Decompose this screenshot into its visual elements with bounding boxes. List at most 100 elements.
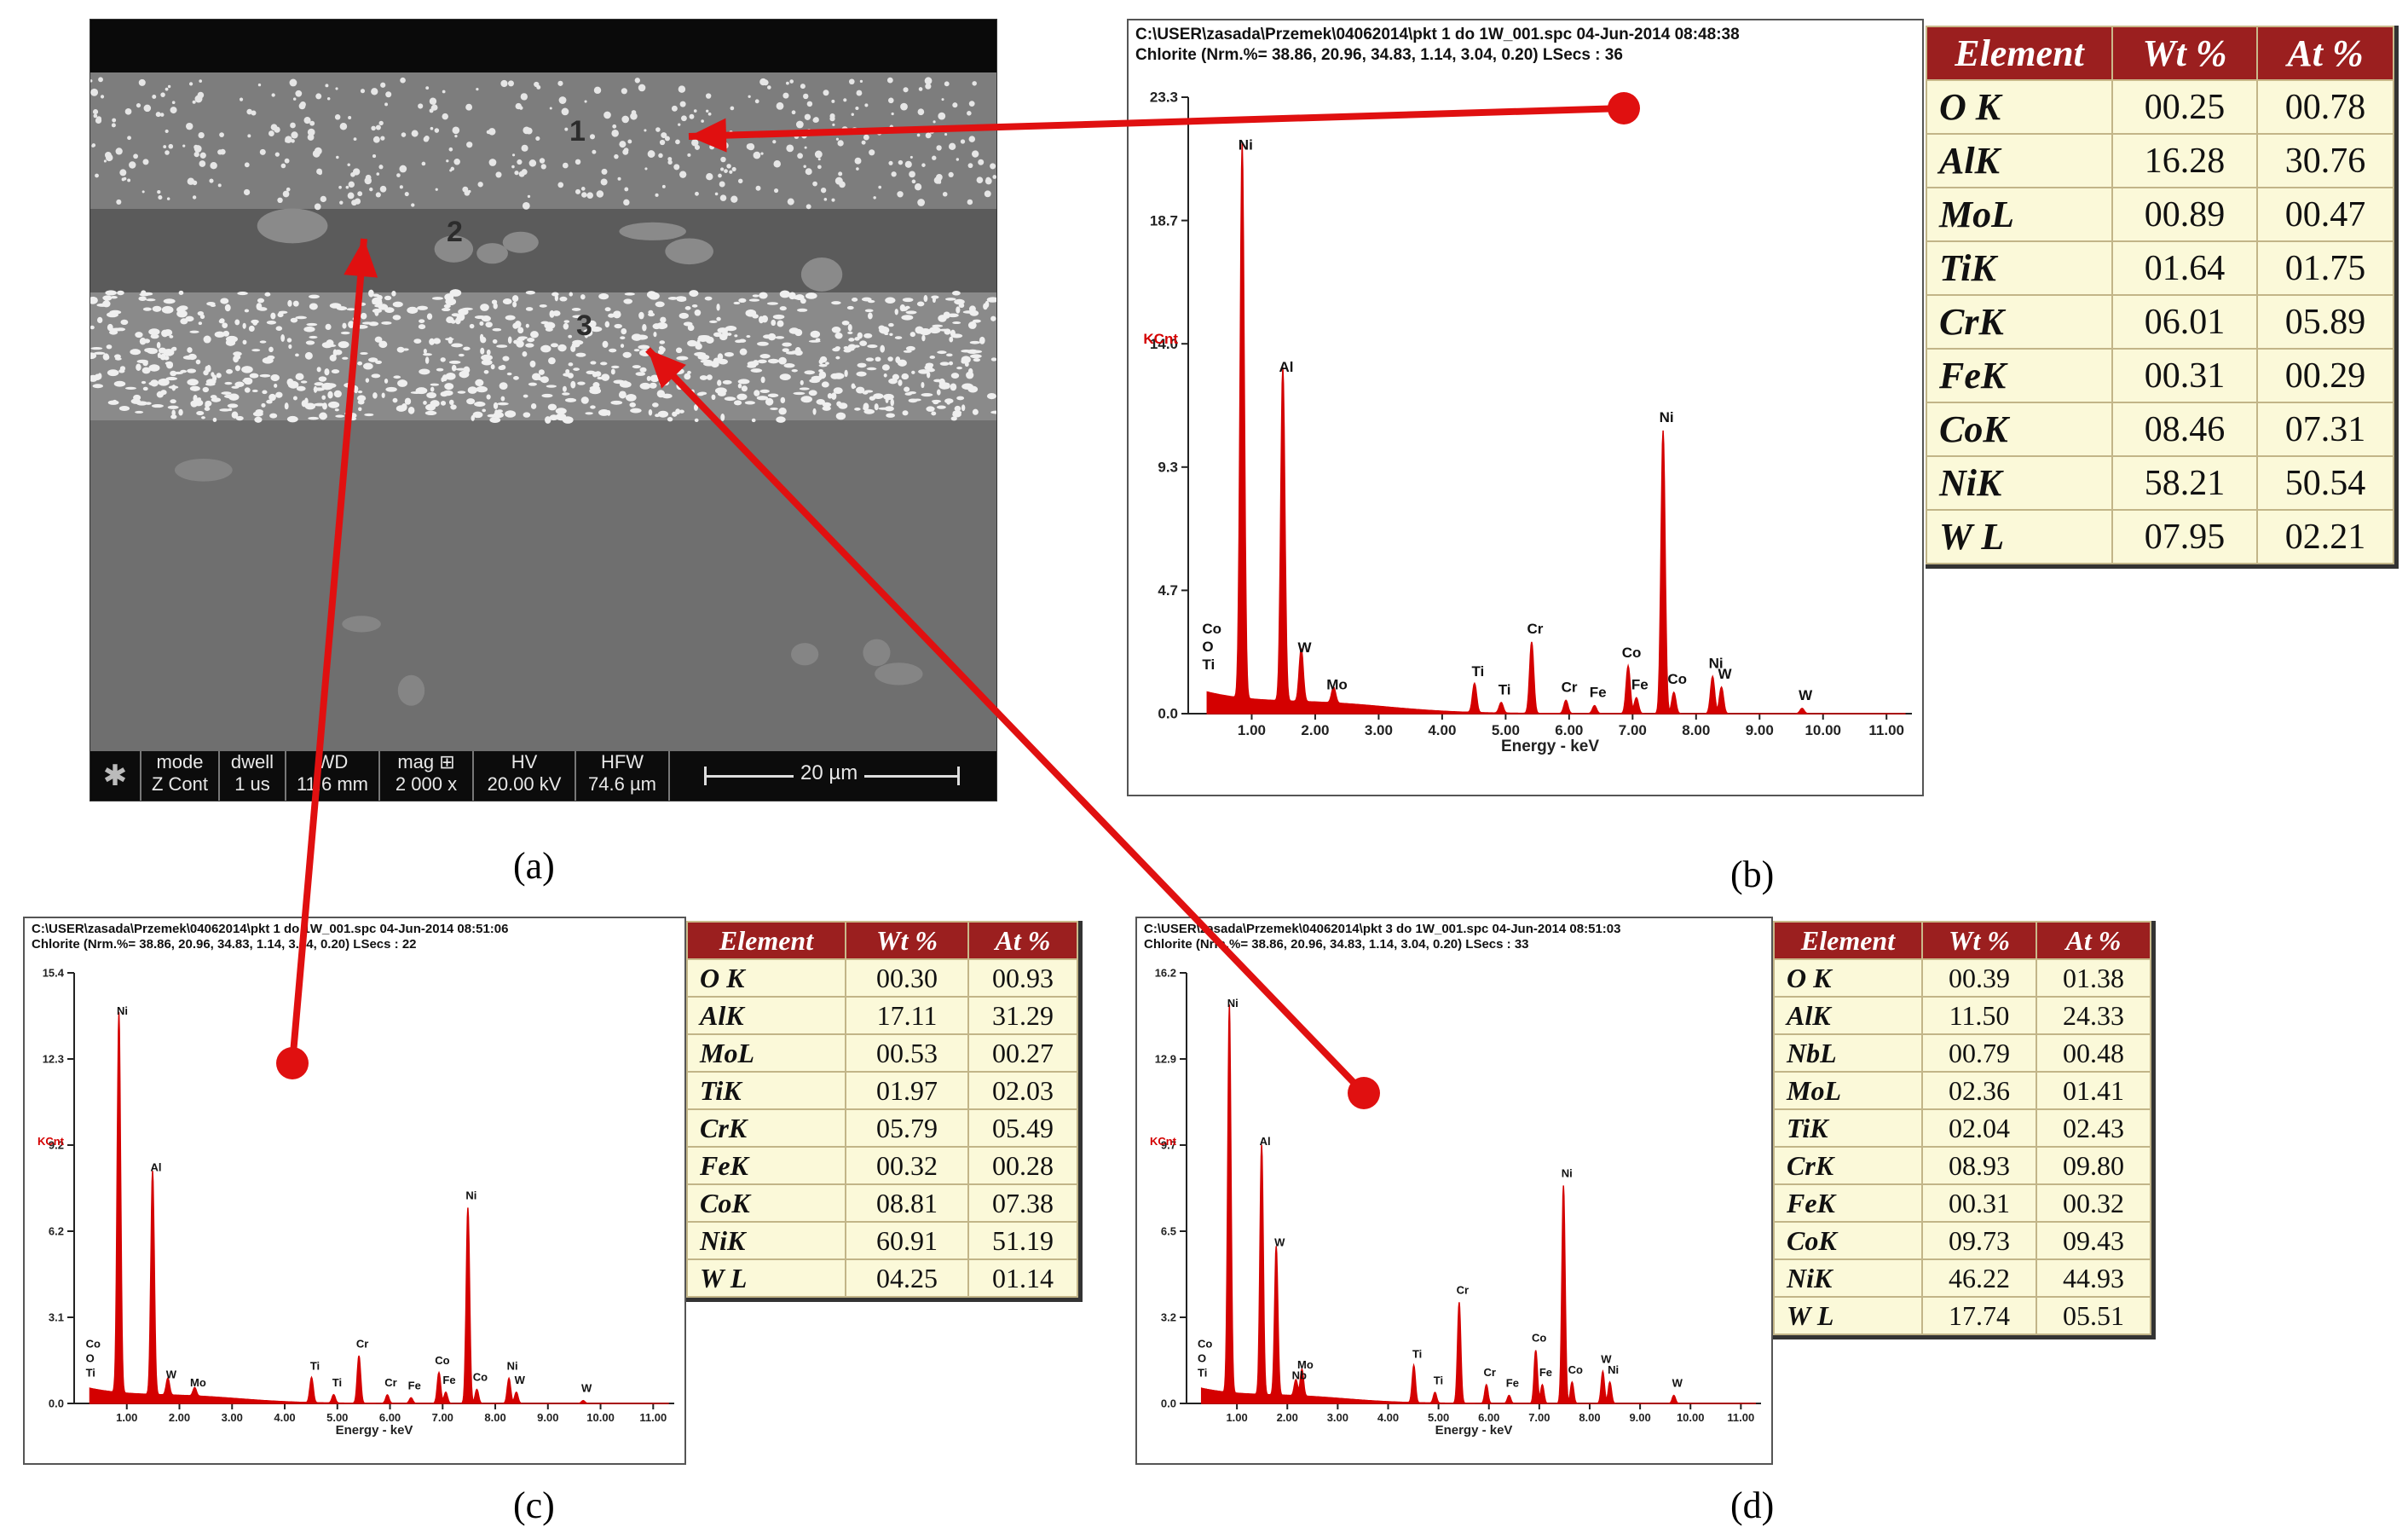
sem-particle: [331, 369, 340, 374]
value-cell: 01.64: [2111, 240, 2258, 296]
sem-particle: [430, 400, 440, 408]
sem-particle: [448, 337, 453, 344]
sem-particle: [772, 314, 785, 320]
sem-particle: [316, 367, 321, 373]
sem-particle: [407, 407, 415, 414]
sem-particle: [479, 333, 484, 341]
sem-particle: [564, 397, 577, 402]
sem-particle: [810, 330, 821, 338]
sem-particle: [944, 133, 948, 136]
sem-particle: [604, 307, 611, 312]
y-axis-label: KCnt: [1143, 331, 1178, 347]
sem-particle: [507, 80, 514, 87]
sem-particle: [956, 396, 965, 401]
x-tick-label: 2.00: [169, 1411, 190, 1424]
sem-particle: [951, 291, 961, 296]
sem-particle: [142, 159, 149, 165]
sem-particle: [786, 81, 789, 85]
x-tick-label: 9.00: [1746, 722, 1774, 738]
sem-particle: [375, 192, 381, 198]
sem-particle: [90, 296, 98, 304]
value-cell: 05.49: [967, 1108, 1078, 1148]
sem-particle: [336, 155, 339, 159]
sem-particle: [243, 188, 251, 196]
sem-particle: [308, 416, 320, 420]
sem-particle: [234, 319, 240, 326]
sem-particle: [733, 301, 741, 305]
sem-particle: [448, 399, 454, 406]
sem-particle: [694, 310, 702, 316]
sem-particle: [161, 305, 174, 314]
sem-particle: [546, 385, 557, 388]
sem-particle: [90, 347, 103, 350]
sem-particle: [886, 77, 893, 84]
sem-particle: [756, 396, 769, 401]
sem-particle: [948, 171, 954, 178]
peak-label: Cr: [1527, 621, 1543, 637]
peak-label: Co: [1568, 1363, 1583, 1376]
sem-particle: [206, 364, 211, 373]
sem-particle: [667, 157, 673, 161]
sem-particle: [96, 316, 103, 324]
sem-particle: [724, 169, 728, 174]
sem-particle: [903, 87, 909, 93]
sem-particle: [457, 391, 466, 394]
sem-particle: [863, 134, 869, 141]
sem-particle: [725, 326, 737, 332]
sem-particle: [159, 113, 165, 117]
sem-particle: [864, 309, 874, 313]
sem-particle: [430, 105, 436, 111]
sem-particle: [800, 298, 806, 304]
sem-particle: [976, 176, 984, 184]
element-cell: MoL: [1773, 1071, 1923, 1110]
sem-particle: [539, 158, 546, 164]
sem-particle: [348, 116, 352, 120]
sem-particle: [581, 192, 587, 198]
value-cell: 07.31: [2256, 402, 2394, 457]
sem-particle: [952, 102, 958, 108]
element-cell: TiK: [1926, 240, 2113, 296]
sem-particle: [737, 383, 742, 389]
sem-logo-icon: ✱: [90, 751, 141, 801]
sem-particle: [656, 390, 666, 398]
sem-particle: [972, 81, 977, 86]
sem-particle: [711, 394, 716, 401]
sem-particle: [288, 344, 292, 350]
sem-particle: [812, 408, 817, 415]
element-cell: NiK: [686, 1221, 846, 1260]
sem-particle: [188, 353, 197, 361]
value-cell: 01.14: [967, 1258, 1078, 1298]
sem-particle: [752, 294, 759, 298]
sem-particle: [474, 401, 486, 407]
sem-particle: [588, 320, 597, 328]
caption-b: (b): [1730, 853, 1775, 895]
sem-particle: [929, 129, 935, 134]
value-cell: 02.04: [1921, 1108, 2037, 1148]
sem-particle: [867, 312, 873, 320]
sem-particle: [448, 360, 461, 364]
sem-particle: [391, 290, 396, 297]
sem-particle: [224, 304, 231, 312]
spectrum-subheader-b: Chlorite (Nrm.%= 38.86, 20.96, 34.83, 1.…: [1135, 46, 1623, 64]
peak-label: W: [1274, 1235, 1285, 1248]
sem-particle: [967, 385, 979, 393]
table-row: TiK 01.97 02.03: [686, 1071, 1078, 1110]
sem-particle: [252, 411, 263, 417]
sem-particle: [696, 392, 704, 396]
sem-particle: [271, 93, 275, 97]
element-cell: CoK: [1926, 402, 2113, 457]
sem-particle: [557, 182, 564, 188]
sem-particle: [496, 344, 508, 348]
peak-label: Fe: [1506, 1377, 1519, 1390]
sem-particle: [480, 304, 489, 311]
sem-particle: [693, 403, 699, 411]
sem-particle: [440, 391, 448, 397]
x-tick-label: 7.00: [432, 1411, 453, 1424]
sem-particle: [463, 346, 471, 351]
table-row: MoL 02.36 01.41: [1773, 1071, 2151, 1110]
sem-particle: [176, 306, 183, 313]
sem-particle: [717, 391, 726, 396]
peak-label: W: [166, 1368, 177, 1380]
sem-particle: [769, 394, 778, 397]
sem-particle: [287, 380, 299, 389]
